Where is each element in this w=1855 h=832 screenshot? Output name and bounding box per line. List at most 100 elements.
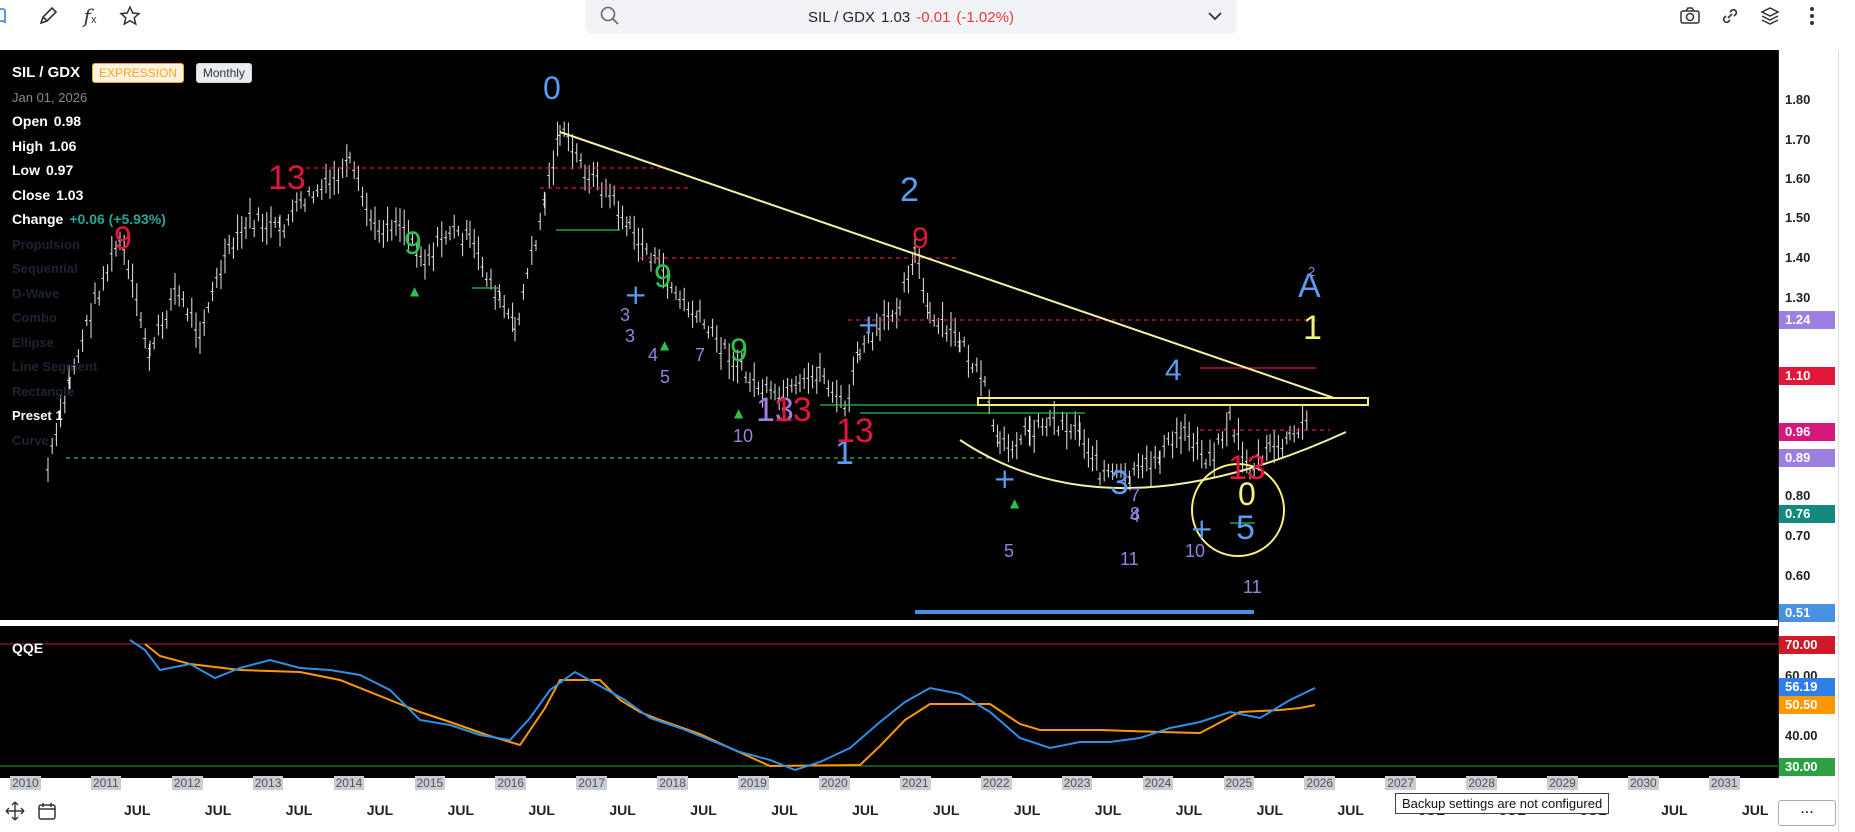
calendar-icon[interactable]	[34, 798, 60, 824]
month-label: JUL	[609, 802, 636, 818]
chart-annotation-label: 5	[660, 367, 671, 388]
price-tag: 1.10	[1779, 367, 1835, 385]
chart-marker-icon: ▲	[1010, 496, 1020, 511]
year-label: 2019	[738, 776, 769, 790]
function-glyph: f	[83, 4, 91, 28]
month-label: JUL	[771, 802, 798, 818]
book-icon[interactable]	[0, 2, 18, 30]
chart-annotation-label: 10	[1185, 541, 1206, 562]
chart-annotation-label: 9	[654, 258, 672, 295]
chart-annotation-label: 7	[1130, 485, 1141, 506]
year-label: 2026	[1304, 776, 1336, 790]
chart-annotation-label: 4	[1130, 506, 1141, 527]
chart-marker-icon: +	[857, 307, 881, 341]
chart-annotation-label: 3	[625, 326, 636, 347]
high-label: High	[12, 137, 44, 154]
price-tag: 0.51	[1779, 604, 1835, 622]
price-tag: 1.24	[1779, 311, 1835, 329]
chart-annotation-label: 9	[404, 225, 422, 262]
price-tick: 1.40	[1785, 250, 1811, 265]
symbol-search[interactable]: SIL / GDX 1.03 -0.01 (-1.02%)	[585, 0, 1237, 34]
year-label: 2020	[819, 776, 850, 790]
chart-annotation-label: 2	[900, 171, 919, 210]
close-value: 1.03	[56, 186, 84, 203]
year-label: 2013	[252, 776, 284, 790]
chart-annotation-label: 13	[756, 391, 794, 430]
price-tick: 0.70	[1785, 528, 1811, 543]
change-value: +0.06 (+5.93%)	[69, 211, 166, 227]
year-label: 2028	[1466, 776, 1497, 790]
year-label: 2018	[657, 776, 688, 790]
month-label: JUL	[1742, 802, 1769, 818]
chart-annotation-label: 13	[1228, 449, 1266, 488]
chart-annotation-label: 0	[543, 70, 561, 107]
price-tag: 0.96	[1779, 423, 1835, 441]
price-tick: 0.80	[1785, 488, 1811, 503]
indicator-propulsion[interactable]: Propulsion	[12, 236, 80, 252]
chevron-down-icon[interactable]	[1205, 6, 1225, 30]
chart-marker-icon: ▲	[660, 338, 670, 353]
chart-marker-icon: +	[993, 461, 1017, 495]
chart-annotation-label: 13	[774, 391, 812, 430]
year-label: 2016	[495, 776, 527, 790]
chart-annotation-label: 0	[1238, 476, 1256, 513]
search-change: -0.01	[916, 8, 951, 26]
indicator-d-wave[interactable]: D-Wave	[12, 285, 60, 301]
layers-icon[interactable]	[1756, 2, 1784, 30]
indicator-ellipse[interactable]: Ellipse	[12, 334, 54, 350]
month-label: JUL	[447, 802, 475, 818]
backup-tooltip: Backup settings are not configured	[1395, 793, 1610, 814]
month-label: JUL	[124, 802, 151, 818]
indicator-sequential[interactable]: Sequential	[12, 261, 78, 276]
cup-curve	[959, 431, 1347, 490]
month-label: JUL	[852, 802, 879, 818]
star-icon[interactable]	[116, 2, 144, 30]
main-chart[interactable]: 0 1 2 3 4 5 A 0 1 13 9 9 9 13 13 13 9 9 13 3 4 5 7 8 10 11 2 3 4 5 7 10…	[0, 50, 1778, 620]
price-tag: 0.76	[1779, 505, 1835, 523]
chart-annotation-label: 13	[836, 412, 874, 451]
ellipse-drawing	[1191, 463, 1285, 557]
low-value: 0.97	[46, 162, 74, 178]
qqe-tick: 40.00	[1785, 728, 1818, 743]
pencil-icon[interactable]	[34, 2, 62, 30]
month-label: JUL	[285, 802, 313, 818]
year-label: 2014	[333, 776, 365, 790]
right-scroll-strip[interactable]	[1838, 50, 1855, 832]
camera-icon[interactable]	[1676, 2, 1704, 30]
link-icon[interactable]	[1716, 2, 1744, 30]
chart-annotation-label: 11	[1120, 549, 1139, 570]
indicator-combo[interactable]: Combo	[12, 310, 57, 325]
high-value: 1.06	[49, 137, 77, 154]
indicator-line-segment[interactable]: Line Segment	[12, 359, 98, 374]
chart-annotation-label: 11	[1243, 577, 1262, 598]
price-tick: 1.60	[1785, 171, 1811, 186]
price-tick: 1.50	[1785, 210, 1811, 225]
chart-marker-icon: +	[624, 277, 648, 311]
price-tag: 0.89	[1779, 449, 1835, 467]
function-sub: x	[90, 14, 97, 26]
price-axis[interactable]	[1778, 50, 1839, 778]
price-tick: 1.80	[1785, 92, 1811, 107]
chart-annotation-label: 9	[730, 332, 748, 369]
year-label: 2022	[980, 776, 1012, 790]
move-icon[interactable]	[2, 798, 28, 824]
qqe-tag: 56.19	[1779, 678, 1835, 696]
indicator-rectangle[interactable]: Rectangle	[12, 383, 75, 399]
interval-badge[interactable]: Monthly	[195, 63, 252, 84]
pane-divider[interactable]	[0, 620, 1778, 626]
rectangle-drawing	[977, 397, 1369, 406]
close-label: Close	[12, 186, 51, 203]
indicator-curve[interactable]: Curve	[12, 432, 49, 448]
month-label: JUL	[204, 802, 232, 818]
more-button[interactable]: ...	[1778, 800, 1836, 826]
search-price: 1.03	[881, 8, 911, 26]
indicator-preset-1[interactable]: Preset 1	[12, 408, 63, 423]
qqe-panel[interactable]	[0, 626, 1778, 778]
trendline	[559, 131, 1335, 399]
more-vertical-icon[interactable]	[1798, 2, 1826, 30]
year-label: 2030	[1628, 776, 1659, 790]
chart-annotation-label: 4	[1165, 353, 1182, 387]
month-label: JUL	[1337, 802, 1364, 818]
chart-annotation-label: 2	[1308, 263, 1316, 279]
